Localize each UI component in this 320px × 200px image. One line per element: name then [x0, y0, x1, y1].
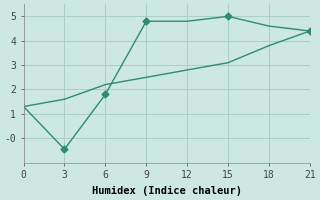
X-axis label: Humidex (Indice chaleur): Humidex (Indice chaleur): [92, 186, 242, 196]
